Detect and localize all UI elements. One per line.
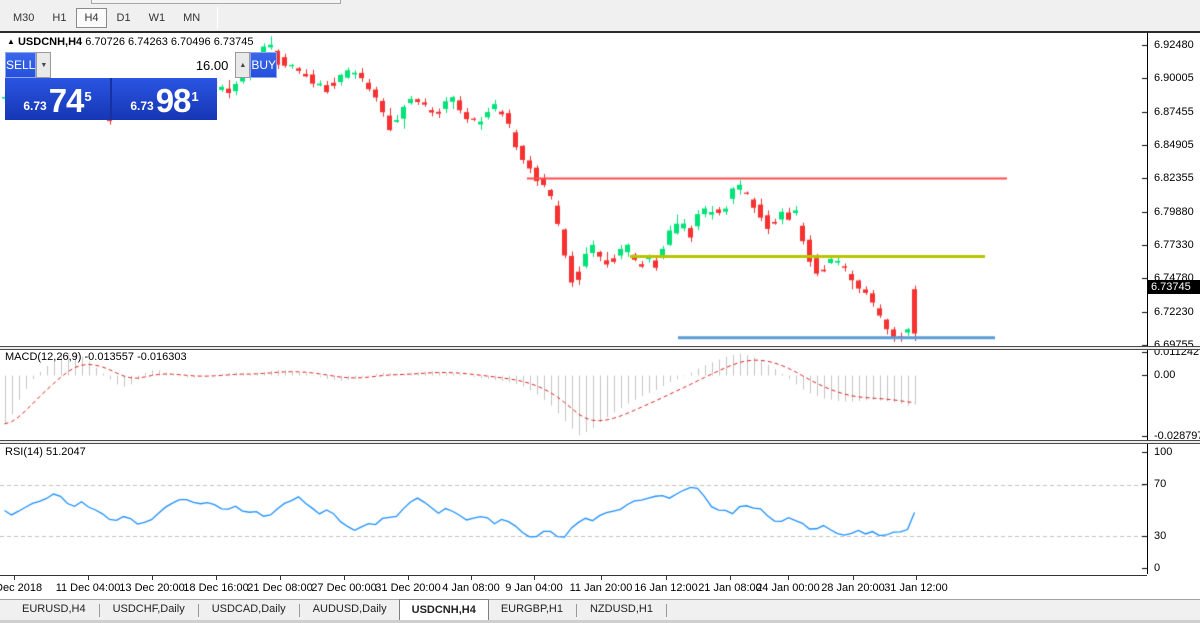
time-axis-tick [14,576,15,580]
rsi-axis-label: 0 [1154,562,1161,574]
buy-price-pip: 1 [191,89,199,104]
time-axis-tick [730,576,731,580]
bottom-strip [0,620,1200,623]
time-axis-label: 9 Jan 04:00 [505,582,563,594]
tab-separator [665,604,667,617]
price-axis-label: 6.92480 [1154,39,1194,51]
price-axis-label: 6.90005 [1154,72,1194,84]
time-axis-label: 11 Jan 20:00 [569,582,633,594]
chart-symbol-label: USDCNH,H4 [17,36,83,48]
time-axis-label: 21 Jan 08:00 [698,582,762,594]
time-axis-label: 4 Jan 08:00 [442,582,500,594]
chart-tab-usdcad-daily[interactable]: USDCAD,Daily [211,603,286,615]
price-axis-label: 6.82355 [1154,172,1194,184]
price-axis-label: 6.72230 [1154,306,1194,318]
toolbar-remnant [0,0,1200,5]
time-axis-label: 5 Dec 2018 [0,582,43,594]
time-axis-tick [280,576,281,580]
tab-separator [298,604,300,617]
price-axis-label: 6.87455 [1154,106,1194,118]
time-axis-tick [916,576,917,580]
buy-button[interactable]: BUY [250,52,278,78]
price-axis-column: 6.92480 6.90005 6.87455 6.84905 6.82355 6.798… [1148,33,1200,574]
timeframe-button-h1[interactable]: H1 [44,8,74,28]
time-axis-label: 27 Dec 00:00 [311,582,377,594]
time-axis-label: 18 Dec 16:00 [183,582,249,594]
time-axis-label: 31 Jan 12:00 [884,582,948,594]
time-axis-label: 16 Jan 12:00 [634,582,698,594]
time-axis-label: 21 Dec 08:00 [247,582,313,594]
time-axis-label: 24 Jan 00:00 [756,582,820,594]
macd-label: MACD(12,26,9) -0.013557 -0.016303 [5,351,187,363]
sell-price-small: 6.73 [23,99,47,113]
time-axis-tick [788,576,789,580]
volume-decrease-button[interactable]: ▼ [36,52,52,78]
one-click-trading-panel: SELL ▼ ▲ BUY 6.73 74 5 6.73 98 1 [5,52,278,120]
time-axis-label: 11 Dec 04:00 [55,582,121,594]
chart-tab-eurgbp-h1[interactable]: EURGBP,H1 [500,603,563,615]
price-axis-label: 6.79880 [1154,206,1194,218]
chart-tab-bar: EURUSD,H4 USDCHF,Daily USDCAD,Daily AUDUSD,… [0,599,1200,620]
collapse-triangle-icon[interactable]: ▲ [7,37,15,46]
time-axis-label: 28 Jan 20:00 [821,582,885,594]
time-axis-tick [88,576,89,580]
chart-tab-usdchf-daily[interactable]: USDCHF,Daily [112,603,185,615]
chart-ohlc-values: 6.70726 6.74263 6.70496 6.73745 [85,36,254,48]
timeframe-button-d1[interactable]: D1 [109,8,139,28]
chart-tab-audusd-daily[interactable]: AUDUSD,Daily [312,603,387,615]
chart-tab-nzdusd-h1[interactable]: NZDUSD,H1 [589,603,653,615]
price-axis-label: 6.84905 [1154,139,1194,151]
timeframe-button-mn[interactable]: MN [175,8,208,28]
time-axis-tick [601,576,602,580]
tab-separator [197,604,199,617]
time-axis-tick [152,576,153,580]
buy-price-big: 98 [155,82,192,119]
volume-input[interactable] [51,52,236,78]
price-axis-border [1147,33,1148,574]
macd-axis-label: -0.028797 [1154,430,1200,442]
timeframe-toolbar: M30 H1 H4 D1 W1 MN [0,5,1200,31]
macd-axis-label: 0.00 [1154,369,1176,381]
rsi-indicator-canvas[interactable] [0,444,1147,574]
tab-separator [98,604,100,617]
window-frame-line [0,31,1200,33]
rsi-axis-label: 30 [1154,530,1167,542]
time-axis-tick [408,576,409,580]
toolbar-separator [217,7,219,29]
rsi-axis-label: 100 [1154,446,1173,458]
time-axis-tick [471,576,472,580]
chart-tab-usdcnh-h4[interactable]: USDCNH,H4 [398,599,489,620]
time-axis-tick [666,576,667,580]
time-axis-tick [853,576,854,580]
macd-indicator-canvas[interactable] [0,350,1147,440]
buy-price-small: 6.73 [130,99,154,113]
time-axis-tick [216,576,217,580]
time-axis-tick [344,576,345,580]
chart-tab-eurusd-h4[interactable]: EURUSD,H4 [22,603,86,615]
time-axis-label: 13 Dec 20:00 [119,582,185,594]
price-axis-label: 6.77330 [1154,239,1194,251]
sell-price-pip: 5 [84,89,92,104]
time-axis-tick [534,576,535,580]
sell-price-button[interactable]: 6.73 74 5 [5,78,110,120]
tab-separator [575,604,577,617]
volume-control: ▼ ▲ [36,52,251,78]
timeframe-button-h4[interactable]: H4 [76,8,107,28]
panel-separator-main-macd[interactable] [0,346,1200,350]
rsi-axis-label: 70 [1154,478,1167,490]
sell-price-big: 74 [48,82,85,119]
toolbar-remnant-button [91,0,341,4]
current-price-badge: 6.73745 [1148,280,1200,294]
timeframe-button-w1[interactable]: W1 [141,8,174,28]
rsi-label: RSI(14) 51.2047 [5,446,86,458]
sell-button[interactable]: SELL [5,52,37,78]
buy-price-button[interactable]: 6.73 98 1 [112,78,217,120]
panel-separator-macd-rsi[interactable] [0,440,1200,444]
time-axis-label: 31 Dec 20:00 [375,582,441,594]
volume-increase-button[interactable]: ▲ [235,52,251,78]
chart-title: ▲ USDCNH,H4 6.70726 6.74263 6.70496 6.73… [7,36,253,48]
timeframe-button-m30[interactable]: M30 [5,8,42,28]
